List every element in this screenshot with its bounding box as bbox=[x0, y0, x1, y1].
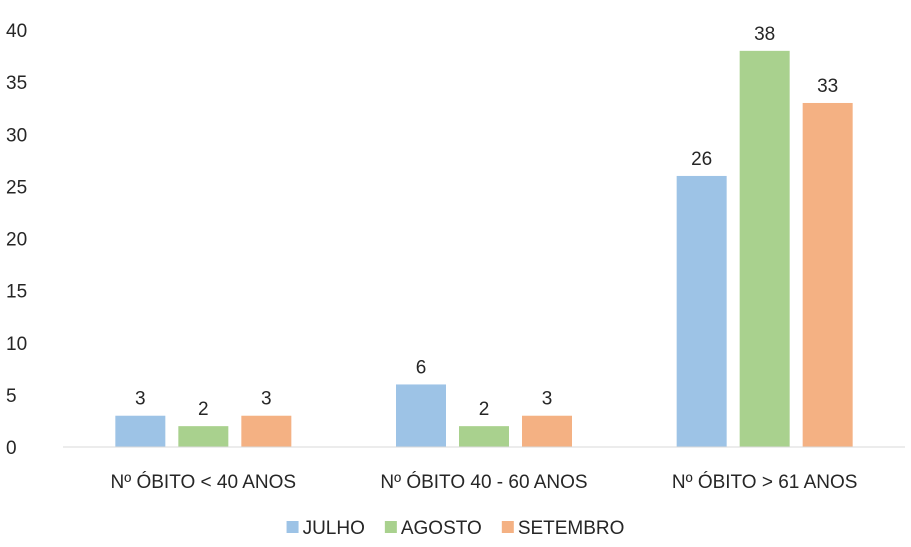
legend-label: AGOSTO bbox=[401, 518, 482, 539]
data-label: 33 bbox=[817, 76, 838, 97]
bar-julho-2 bbox=[676, 175, 727, 447]
x-category-label: Nº ÓBITO < 40 ANOS bbox=[111, 471, 297, 493]
y-axis: 0 5 10 15 20 25 30 35 40 bbox=[6, 21, 27, 459]
legend-label: JULHO bbox=[303, 518, 365, 539]
bar-setembro-1 bbox=[522, 415, 572, 447]
y-tick-label: 0 bbox=[6, 438, 17, 459]
data-label: 3 bbox=[261, 389, 272, 410]
data-label: 38 bbox=[754, 24, 775, 45]
y-tick-label: 15 bbox=[6, 282, 27, 303]
bar-agosto-2 bbox=[739, 50, 790, 447]
bar-setembro-2 bbox=[802, 102, 853, 447]
plot-area: 3 2 3 6 2 3 26 38 33 bbox=[115, 24, 853, 447]
legend-swatch-setembro bbox=[501, 521, 514, 533]
legend-label: SETEMBRO bbox=[518, 518, 625, 539]
bar-julho-0 bbox=[115, 415, 166, 447]
data-label: 2 bbox=[479, 399, 490, 420]
legend: JULHO AGOSTO SETEMBRO bbox=[286, 518, 625, 539]
x-category-label: Nº ÓBITO 40 - 60 ANOS bbox=[380, 471, 587, 493]
data-label: 3 bbox=[135, 389, 146, 410]
y-tick-label: 25 bbox=[6, 177, 27, 198]
bar-agosto-0 bbox=[178, 426, 229, 447]
data-label: 3 bbox=[542, 389, 553, 410]
bar-agosto-1 bbox=[459, 426, 509, 447]
legend-swatch-agosto bbox=[384, 521, 397, 533]
legend-swatch-julho bbox=[286, 521, 299, 533]
x-category-label: Nº ÓBITO > 61 ANOS bbox=[672, 471, 858, 493]
data-label: 2 bbox=[198, 399, 209, 420]
data-label: 6 bbox=[416, 357, 427, 378]
y-tick-label: 20 bbox=[6, 230, 27, 251]
bar-setembro-0 bbox=[241, 415, 292, 447]
y-tick-label: 5 bbox=[6, 386, 17, 407]
y-tick-label: 35 bbox=[6, 73, 27, 94]
x-axis: Nº ÓBITO < 40 ANOS Nº ÓBITO 40 - 60 ANOS N… bbox=[111, 471, 858, 493]
y-tick-label: 10 bbox=[6, 334, 27, 355]
y-tick-label: 30 bbox=[6, 125, 27, 146]
bar-julho-1 bbox=[396, 384, 446, 447]
data-label: 26 bbox=[691, 149, 712, 170]
y-tick-label: 40 bbox=[6, 21, 27, 42]
